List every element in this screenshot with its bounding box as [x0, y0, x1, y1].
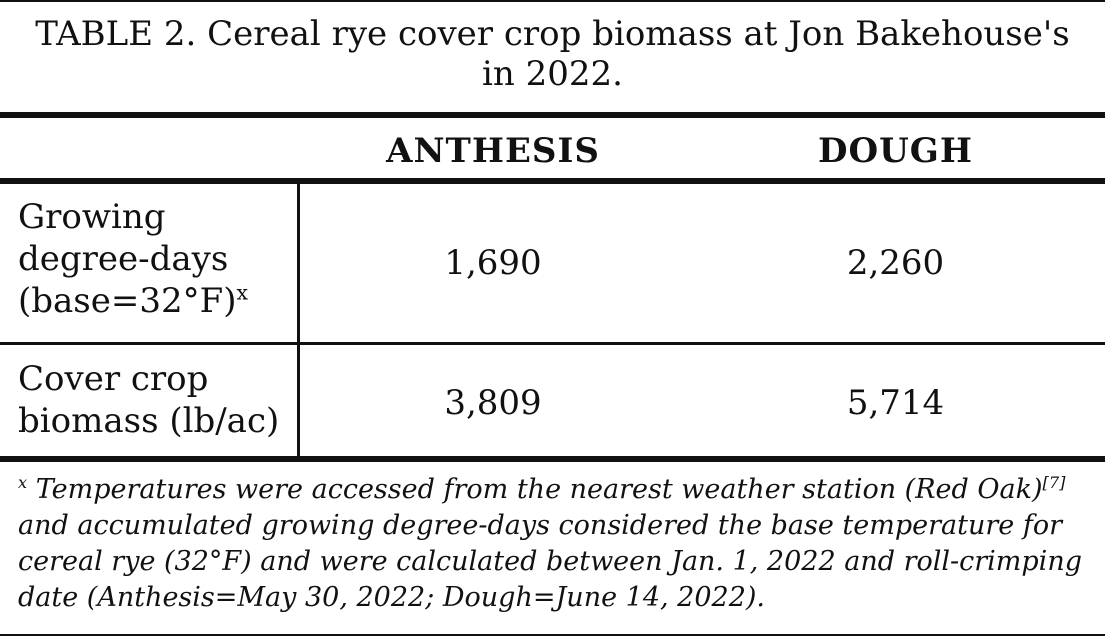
header-bottom-rule: [0, 178, 1105, 184]
cell-anthesis-biomass: 3,809: [444, 383, 542, 423]
table-footnote: x Temperatures were accessed from the ne…: [18, 472, 1093, 616]
cell-anthesis-gdd: 1,690: [444, 243, 542, 283]
table-title: TABLE 2. Cereal rye cover crop biomass a…: [0, 14, 1105, 94]
row-label-line: Growing: [18, 197, 166, 237]
footnote-text-part-1: Temperatures were accessed from the near…: [35, 474, 1043, 505]
table-title-line-2: in 2022.: [482, 54, 623, 94]
bottom-border: [0, 634, 1105, 636]
row-label-cover-crop-biomass: Cover crop biomass (lb/ac): [18, 358, 279, 442]
reference-marker: [7]: [1042, 473, 1066, 492]
column-header-dough: DOUGH: [818, 131, 973, 171]
row-separator: [0, 342, 1105, 345]
superscript-marker: x: [236, 280, 248, 305]
row-label-growing-degree-days: Growing degree-days (base=32°F)x: [18, 196, 248, 322]
row-1-divider: [297, 184, 300, 342]
row-label-line: (base=32°F)x: [18, 280, 248, 322]
cell-dough-biomass: 5,714: [846, 383, 945, 423]
footnote-text-part-2: and accumulated growing degree-days cons…: [18, 510, 1082, 613]
table-title-line-1: TABLE 2. Cereal rye cover crop biomass a…: [35, 14, 1070, 54]
row-2-divider: [297, 345, 300, 456]
row-label-line: biomass (lb/ac): [18, 401, 280, 441]
row-label-line: Cover crop: [18, 359, 209, 399]
top-border: [0, 0, 1105, 2]
header-top-rule: [0, 112, 1105, 118]
footnote-marker: x: [18, 473, 28, 492]
cell-dough-gdd: 2,260: [846, 243, 945, 283]
table-bottom-rule: [0, 456, 1105, 462]
row-label-line-text: (base=32°F): [18, 281, 237, 321]
row-label-line: degree-days: [18, 239, 229, 279]
column-header-anthesis: ANTHESIS: [386, 131, 600, 171]
